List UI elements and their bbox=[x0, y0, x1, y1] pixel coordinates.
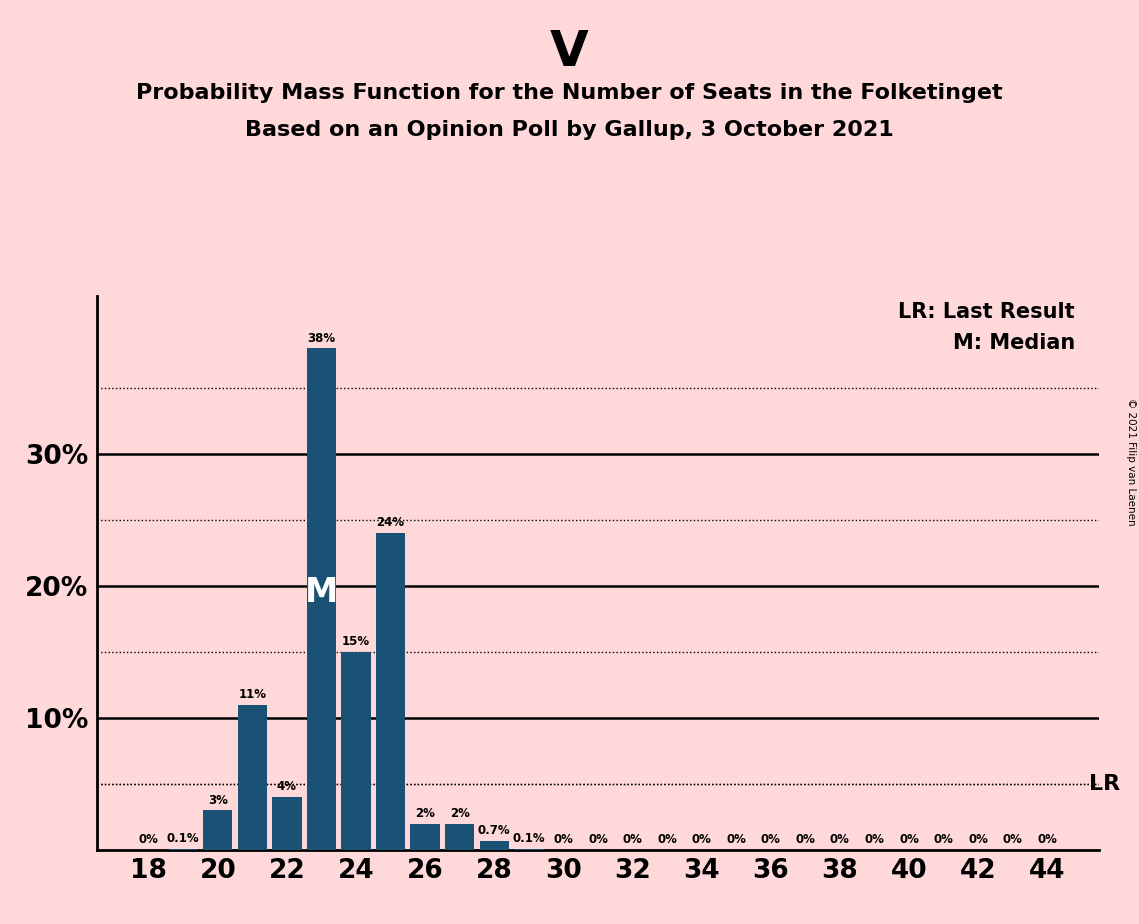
Text: V: V bbox=[550, 28, 589, 76]
Text: 11%: 11% bbox=[238, 688, 267, 701]
Text: 15%: 15% bbox=[342, 635, 370, 648]
Bar bbox=[169, 849, 198, 850]
Bar bbox=[514, 849, 543, 850]
Text: 0%: 0% bbox=[1038, 833, 1057, 846]
Text: 0%: 0% bbox=[727, 833, 746, 846]
Text: 0.1%: 0.1% bbox=[167, 832, 199, 845]
Bar bbox=[376, 533, 405, 850]
Text: 0%: 0% bbox=[899, 833, 919, 846]
Text: M: Median: M: Median bbox=[952, 333, 1075, 353]
Text: 0%: 0% bbox=[830, 833, 850, 846]
Bar bbox=[272, 797, 302, 850]
Text: M: M bbox=[305, 577, 338, 609]
Text: 0%: 0% bbox=[139, 833, 158, 846]
Text: 0%: 0% bbox=[795, 833, 816, 846]
Bar bbox=[410, 823, 440, 850]
Text: 0.1%: 0.1% bbox=[513, 832, 546, 845]
Text: 0%: 0% bbox=[1002, 833, 1023, 846]
Bar bbox=[306, 348, 336, 850]
Text: 0%: 0% bbox=[968, 833, 989, 846]
Text: 0.7%: 0.7% bbox=[478, 824, 510, 837]
Text: LR: Last Result: LR: Last Result bbox=[899, 302, 1075, 322]
Text: 0%: 0% bbox=[657, 833, 677, 846]
Text: © 2021 Filip van Laenen: © 2021 Filip van Laenen bbox=[1126, 398, 1136, 526]
Text: 3%: 3% bbox=[207, 794, 228, 807]
Text: 2%: 2% bbox=[416, 807, 435, 820]
Text: 0%: 0% bbox=[623, 833, 642, 846]
Text: LR: LR bbox=[1089, 774, 1120, 794]
Text: 0%: 0% bbox=[865, 833, 884, 846]
Text: 0%: 0% bbox=[761, 833, 780, 846]
Bar bbox=[480, 841, 509, 850]
Text: 38%: 38% bbox=[308, 332, 336, 345]
Bar bbox=[342, 652, 370, 850]
Text: 0%: 0% bbox=[691, 833, 712, 846]
Text: 4%: 4% bbox=[277, 781, 297, 794]
Text: 0%: 0% bbox=[554, 833, 573, 846]
Text: 24%: 24% bbox=[377, 517, 404, 529]
Bar bbox=[445, 823, 475, 850]
Text: 2%: 2% bbox=[450, 807, 469, 820]
Bar bbox=[203, 810, 232, 850]
Text: 0%: 0% bbox=[934, 833, 953, 846]
Text: 0%: 0% bbox=[588, 833, 608, 846]
Text: Based on an Opinion Poll by Gallup, 3 October 2021: Based on an Opinion Poll by Gallup, 3 Oc… bbox=[245, 120, 894, 140]
Text: Probability Mass Function for the Number of Seats in the Folketinget: Probability Mass Function for the Number… bbox=[137, 83, 1002, 103]
Bar bbox=[238, 705, 267, 850]
